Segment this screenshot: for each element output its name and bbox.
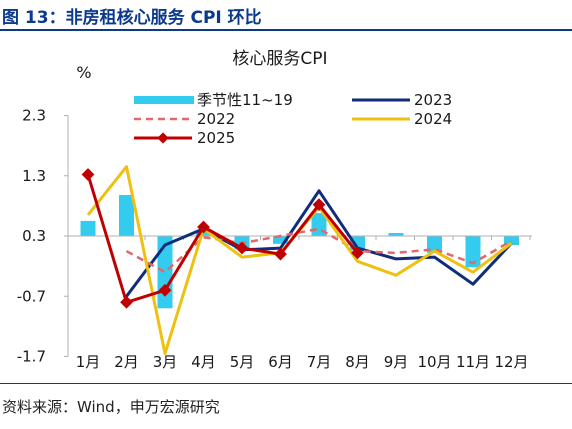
bar-seasonal <box>80 220 96 236</box>
y-tick-label: -1.7 <box>17 348 46 366</box>
legend-label-2025: 2025 <box>197 129 235 147</box>
legend-label-seasonal: 季节性11~19 <box>197 91 293 109</box>
point-series-2025 <box>274 247 287 261</box>
x-tick-label: 6月 <box>268 353 293 371</box>
x-tick-label: 4月 <box>191 353 216 371</box>
chart-title: 核心服务CPI <box>232 49 327 69</box>
legend-label-2023: 2023 <box>414 91 452 109</box>
point-series-2025 <box>197 220 210 234</box>
x-tick-label: 10月 <box>417 353 451 371</box>
x-tick-label: 9月 <box>384 353 409 371</box>
point-series-2025 <box>235 241 249 255</box>
bar-seasonal <box>427 236 442 253</box>
x-tick-label: 2月 <box>114 353 139 371</box>
y-tick-label: 0.3 <box>22 227 46 245</box>
source-rule <box>0 383 572 384</box>
point-series-2025 <box>120 295 133 309</box>
point-series-2025 <box>312 198 326 212</box>
point-series-2025 <box>158 283 172 297</box>
bar-seasonal <box>273 236 288 244</box>
legend-label-2022: 2022 <box>197 110 235 128</box>
x-tick-label: 1月 <box>76 353 101 371</box>
x-tick-label: 8月 <box>345 353 370 371</box>
y-axis-unit: % <box>76 63 91 82</box>
legend-marker-2025 <box>157 132 169 144</box>
x-tick-label: 3月 <box>153 353 178 371</box>
chart: 核心服务CPI % 季节性11~19 2023 2022 2024 2025 2… <box>17 49 532 371</box>
bar-seasonal <box>388 232 404 236</box>
legend: 季节性11~19 2023 2022 2024 2025 <box>134 91 452 147</box>
x-tick-label: 5月 <box>230 353 255 371</box>
bar-seasonal <box>119 195 134 236</box>
plot-area: 2.3 1.3 0.3 -0.7 -1.7 1月 2月 3月 4月 5月 6月 7月 8月 9月 10月 11… <box>17 107 532 371</box>
line-series-2024 <box>86 165 513 355</box>
point-series-2025 <box>351 246 364 260</box>
bar-seasonal <box>504 236 519 246</box>
y-tick-label: -0.7 <box>17 287 46 305</box>
x-tick-label: 11月 <box>456 353 490 371</box>
title-rule <box>0 29 572 31</box>
x-tick-label: 12月 <box>494 353 528 371</box>
point-series-2025 <box>81 168 95 181</box>
line-series-2023 <box>125 189 513 298</box>
y-tick-label: 1.3 <box>22 167 46 185</box>
source-note: 资料来源：Wind，申万宏源研究 <box>2 398 220 416</box>
line-series-2025 <box>86 174 359 304</box>
figure-title: 图 13：非房租核心服务 CPI 环比 <box>2 8 262 28</box>
bar-seasonal <box>465 236 481 268</box>
y-tick-label: 2.3 <box>22 107 46 125</box>
x-tick-label: 7月 <box>307 353 332 371</box>
legend-swatch-seasonal <box>134 96 194 104</box>
legend-label-2024: 2024 <box>414 110 452 128</box>
